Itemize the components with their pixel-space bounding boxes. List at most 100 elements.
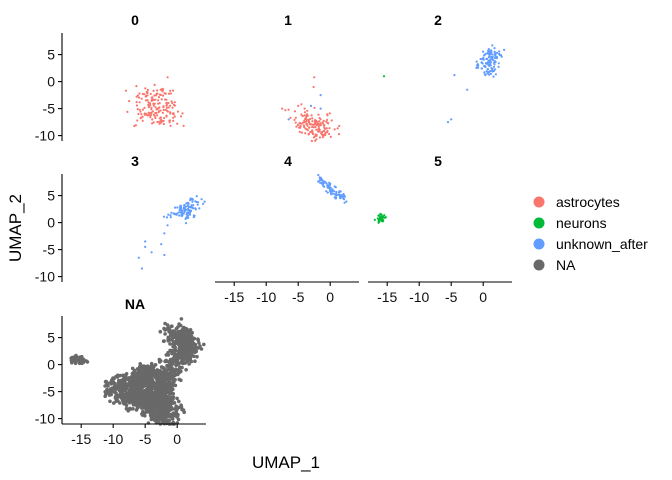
data-point	[70, 360, 74, 365]
data-point	[154, 94, 158, 97]
data-point	[315, 138, 318, 141]
data-point	[331, 188, 334, 191]
data-point	[328, 182, 331, 185]
data-point	[137, 256, 140, 259]
data-point	[156, 380, 161, 384]
data-point	[160, 243, 163, 246]
data-point	[475, 60, 478, 63]
data-point	[174, 353, 179, 357]
data-point	[168, 121, 171, 124]
data-point	[491, 55, 494, 58]
data-point	[200, 198, 203, 201]
data-point	[300, 113, 303, 116]
data-point	[152, 104, 155, 107]
data-point	[140, 113, 143, 116]
data-point	[497, 65, 500, 68]
data-point	[338, 124, 341, 128]
data-point	[116, 381, 121, 385]
data-point	[106, 389, 111, 394]
y-tick-label: -10	[35, 128, 55, 144]
data-point	[166, 110, 169, 113]
data-point	[492, 75, 495, 78]
data-point	[137, 381, 141, 386]
data-point	[183, 338, 188, 343]
data-point	[316, 128, 320, 131]
data-point	[340, 194, 343, 197]
data-point	[174, 404, 178, 409]
data-point	[293, 110, 297, 113]
data-point	[160, 417, 164, 421]
data-point	[169, 216, 172, 219]
data-point	[156, 120, 159, 124]
data-point	[325, 182, 328, 185]
data-point	[307, 132, 311, 135]
data-point	[180, 206, 183, 209]
facet-panel-0: 0 5 0 -5 -10	[35, 12, 185, 144]
data-point	[173, 115, 176, 118]
data-point	[118, 401, 122, 405]
data-point	[303, 125, 306, 128]
data-point	[171, 106, 174, 109]
data-point	[120, 384, 125, 388]
data-point	[192, 214, 195, 217]
data-point	[172, 119, 175, 122]
x-tick-label: -10	[409, 289, 429, 305]
data-point	[497, 62, 500, 65]
data-point	[177, 346, 181, 351]
data-point	[142, 374, 147, 379]
facet-panel-1: 1	[281, 12, 341, 143]
x-tick-label: -10	[256, 289, 276, 305]
data-point	[312, 85, 315, 89]
data-point	[317, 124, 320, 128]
data-point	[185, 202, 188, 205]
points-5	[373, 212, 387, 224]
x-tick-label: 0	[479, 289, 487, 305]
data-point	[118, 373, 123, 378]
data-point	[144, 240, 147, 243]
data-point	[303, 114, 306, 117]
data-point	[174, 367, 178, 372]
data-point	[180, 354, 184, 359]
data-point	[163, 359, 167, 364]
data-point	[146, 91, 149, 94]
data-point	[310, 114, 313, 117]
points-2	[382, 44, 506, 124]
data-point	[168, 119, 171, 122]
facet-panel-2: 2	[382, 12, 506, 124]
data-point	[159, 120, 162, 123]
data-point	[335, 190, 338, 194]
data-point	[136, 108, 139, 111]
data-point	[489, 62, 492, 65]
data-point	[490, 57, 493, 60]
data-point	[127, 400, 132, 405]
data-point	[186, 216, 189, 219]
data-point	[147, 103, 150, 106]
data-point	[147, 399, 152, 404]
data-point	[343, 201, 346, 204]
data-point	[140, 406, 144, 410]
data-point	[328, 187, 331, 190]
data-point	[170, 412, 174, 417]
data-point	[143, 113, 146, 116]
data-point	[334, 186, 337, 189]
data-point	[179, 317, 184, 321]
data-point	[315, 133, 318, 137]
data-point	[176, 122, 179, 125]
data-point	[169, 405, 174, 410]
data-point	[179, 360, 183, 365]
data-point	[325, 190, 328, 193]
data-point	[164, 98, 167, 101]
data-point	[481, 58, 484, 61]
data-point	[318, 116, 321, 120]
data-point	[488, 52, 491, 55]
points-3	[137, 195, 206, 270]
data-point	[330, 119, 333, 122]
data-point	[150, 106, 153, 109]
points-1	[281, 76, 341, 143]
data-point	[158, 122, 161, 125]
data-point	[198, 207, 201, 210]
data-point	[183, 208, 186, 211]
data-point	[164, 108, 167, 111]
data-point	[309, 104, 313, 107]
data-point	[383, 214, 386, 217]
